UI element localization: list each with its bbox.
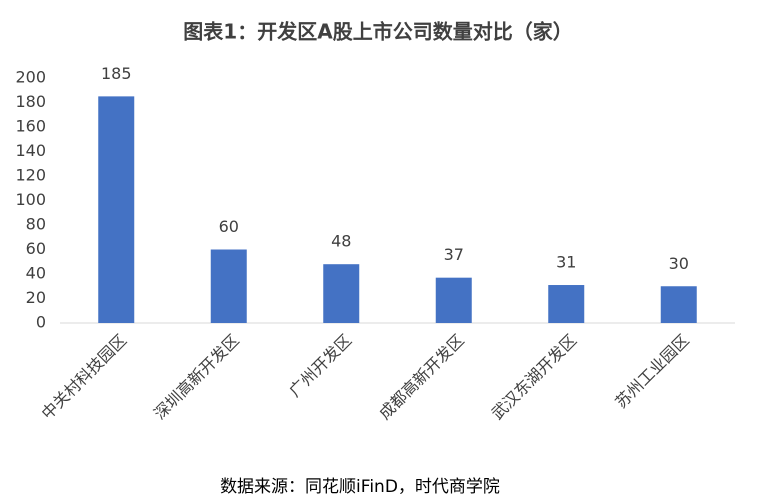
x-tick-label: 成都高新开发区: [375, 331, 468, 424]
source-note: 数据来源：同花顺iFinD，时代商学院: [220, 477, 500, 497]
data-label: 30: [669, 254, 689, 273]
x-tick-label: 中关村科技园区: [38, 331, 131, 424]
y-tick-label: 60: [26, 239, 46, 258]
y-tick-label: 0: [36, 313, 46, 332]
data-label: 37: [444, 245, 464, 264]
data-label: 60: [219, 217, 239, 236]
chart-title: 图表1：开发区A股上市公司数量对比（家）: [183, 20, 572, 44]
y-tick-label: 80: [26, 215, 46, 234]
bar: [210, 249, 247, 323]
y-tick-label: 180: [15, 92, 46, 111]
y-tick-label: 20: [26, 288, 46, 307]
x-tick-label: 深圳高新开发区: [150, 331, 243, 424]
data-label: 48: [331, 232, 351, 251]
y-tick-label: 100: [15, 190, 46, 209]
y-tick-label: 160: [15, 117, 46, 136]
bar: [660, 286, 697, 323]
x-tick-label: 武汉东湖开发区: [488, 331, 581, 424]
bar: [323, 264, 360, 323]
y-tick-label: 120: [15, 166, 46, 185]
data-label: 185: [101, 64, 132, 83]
bar: [548, 285, 585, 323]
bar: [98, 96, 135, 323]
y-tick-label: 140: [15, 141, 46, 160]
x-tick-label: 苏州工业园区: [611, 331, 692, 412]
bar: [435, 277, 472, 323]
y-tick-label: 200: [15, 68, 46, 87]
x-tick-label: 广州开发区: [285, 331, 355, 401]
y-tick-label: 40: [26, 264, 46, 283]
data-label: 31: [556, 253, 576, 272]
